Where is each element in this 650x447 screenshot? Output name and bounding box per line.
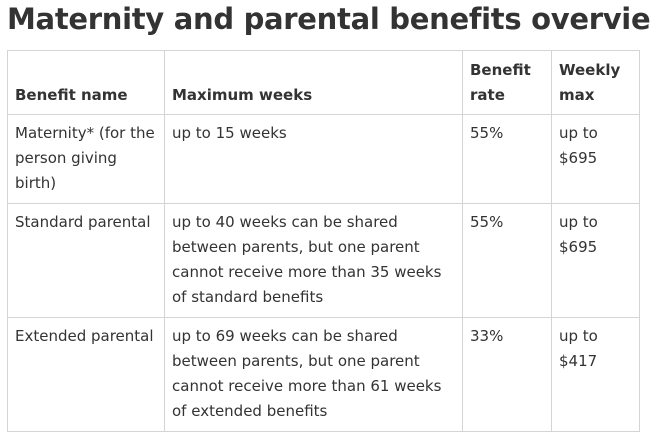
cell-benefit-rate: 55% xyxy=(462,203,552,318)
table-row: Maternity* (for the person giving birth)… xyxy=(7,114,640,204)
page-title: Maternity and parental benefits overview xyxy=(7,2,650,36)
cell-benefit-name: Extended parental xyxy=(7,317,165,432)
table-row: Extended parental up to 69 weeks can be … xyxy=(7,317,640,432)
benefits-table: Benefit name Maximum weeks Benefit rate … xyxy=(7,50,640,432)
column-header-benefit-name: Benefit name xyxy=(7,50,165,115)
cell-weekly-max: up to $417 xyxy=(551,317,640,432)
cell-weekly-max: up to $695 xyxy=(551,114,640,204)
cell-maximum-weeks: up to 15 weeks xyxy=(164,114,463,204)
cell-benefit-name: Maternity* (for the person giving birth) xyxy=(7,114,165,204)
cell-benefit-rate: 55% xyxy=(462,114,552,204)
table-row: Standard parental up to 40 weeks can be … xyxy=(7,203,640,318)
cell-maximum-weeks: up to 40 weeks can be shared between par… xyxy=(164,203,463,318)
cell-maximum-weeks: up to 69 weeks can be shared between par… xyxy=(164,317,463,432)
column-header-weekly-max: Weekly max xyxy=(551,50,640,115)
cell-benefit-name: Standard parental xyxy=(7,203,165,318)
column-header-maximum-weeks: Maximum weeks xyxy=(164,50,463,115)
column-header-benefit-rate: Benefit rate xyxy=(462,50,552,115)
table-header-row: Benefit name Maximum weeks Benefit rate … xyxy=(7,50,640,115)
cell-benefit-rate: 33% xyxy=(462,317,552,432)
cell-weekly-max: up to $695 xyxy=(551,203,640,318)
